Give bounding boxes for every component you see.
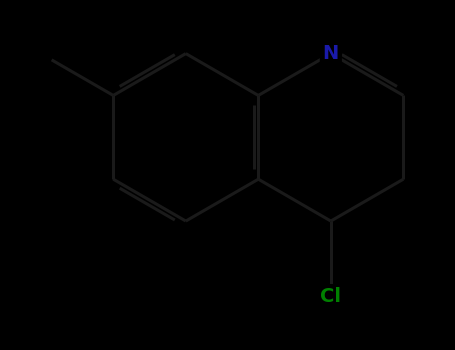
Text: Cl: Cl bbox=[320, 287, 341, 306]
Text: N: N bbox=[323, 44, 339, 63]
